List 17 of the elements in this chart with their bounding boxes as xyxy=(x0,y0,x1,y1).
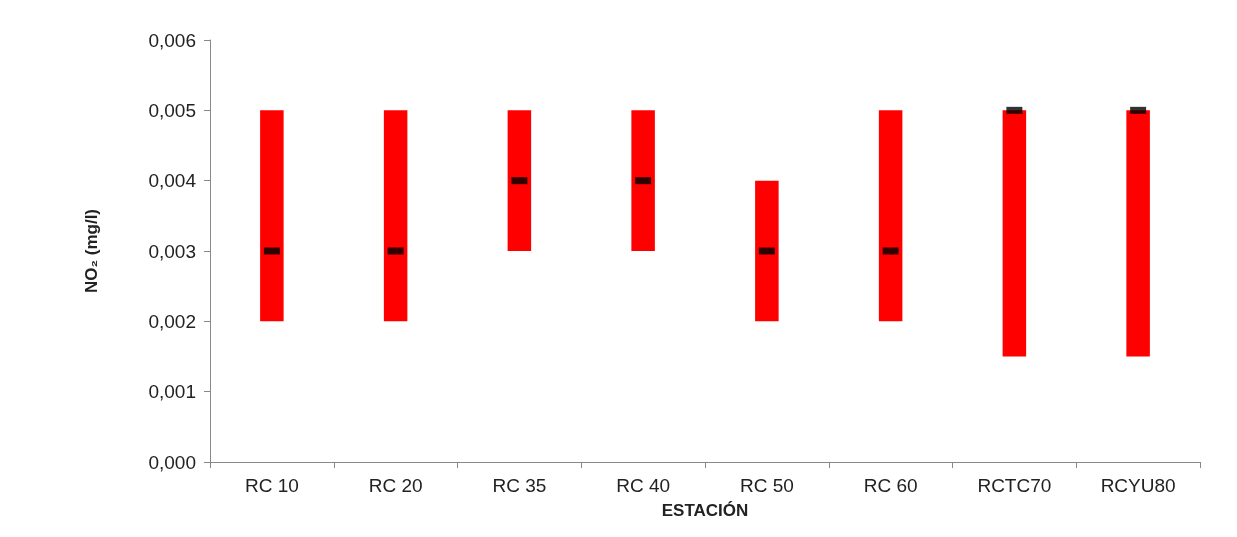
x-tick-label: RCYU80 xyxy=(1100,475,1176,496)
y-tick-label: 0,006 xyxy=(148,29,196,51)
x-tick-label: RC 50 xyxy=(739,475,794,496)
x-tick-label: RC 60 xyxy=(863,475,918,496)
y-tick-label: 0,002 xyxy=(148,310,196,332)
x-tick-label: RC 40 xyxy=(616,475,671,496)
y-tick-label: 0,001 xyxy=(148,381,196,403)
y-axis-title: NO₂ (mg/l) xyxy=(82,208,101,294)
y-tick-label: 0,004 xyxy=(148,170,197,192)
y-tick-label: 0,003 xyxy=(148,240,196,262)
x-tick-label: RC 10 xyxy=(244,475,299,496)
x-tick-label: RCTC70 xyxy=(977,475,1052,496)
x-tick-label: RC 20 xyxy=(368,475,423,496)
y-tick-label: 0,005 xyxy=(148,99,196,121)
x-axis-title: ESTACIÓN xyxy=(661,501,749,520)
y-tick-label: 0,000 xyxy=(148,451,196,473)
x-tick-label: RC 35 xyxy=(492,475,547,496)
